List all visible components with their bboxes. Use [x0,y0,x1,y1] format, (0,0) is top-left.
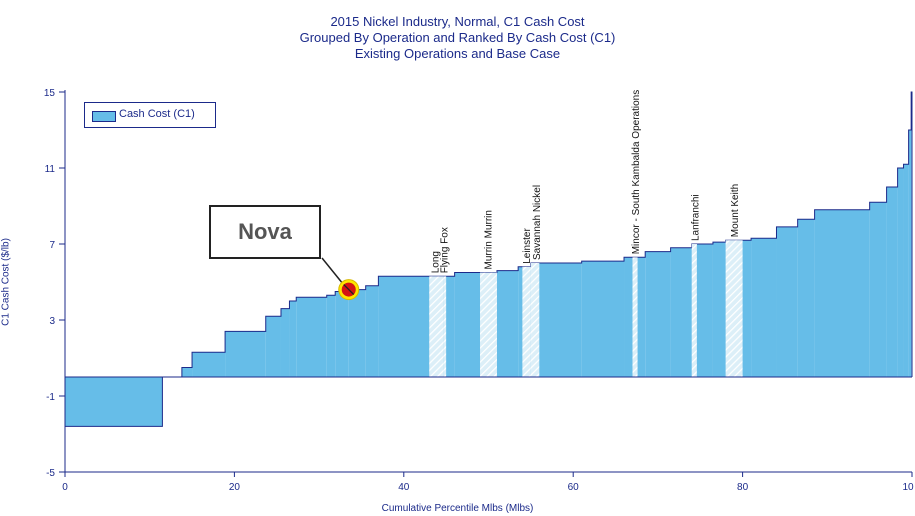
cost-step-4 [225,331,266,377]
cost-step-31 [897,168,904,377]
y-tick-label-5: -5 [46,468,55,479]
cost-curve-outline [64,91,913,427]
operation-highlight-4 [530,263,540,377]
cost-step-18 [581,261,625,377]
x-tick-label-4: 80 [737,482,749,493]
operation-highlight-1 [443,276,447,377]
operation-label-3: Leinster [522,228,533,264]
x-axis-label: Cumulative Percentile Mlbs (Mlbs) [381,503,534,514]
cost-step-32 [903,164,909,377]
cost-step-21 [670,247,692,377]
y-tick-label-2: 7 [49,240,55,251]
cost-step-5 [265,316,281,377]
y-tick-label-0: 15 [44,88,56,99]
y-tick-label-3: 3 [49,316,55,327]
operation-label-6: Lanfranchi [690,194,701,241]
cost-step-6 [280,308,290,377]
cost-step-3 [192,352,226,377]
operation-highlight-2 [480,272,497,377]
cost-step-8 [296,297,327,377]
x-tick-label-3: 60 [568,482,580,493]
cost-step-33 [908,130,912,377]
operation-label-7: Mount Keith [730,184,741,237]
y-tick-label-4: -1 [46,392,55,403]
cost-step-12 [365,285,379,377]
cost-step-7 [289,301,297,377]
nova-callout-box: Nova [209,205,321,259]
operation-highlight-5 [632,257,638,377]
nova-callout-label: Nova [238,219,292,244]
legend-swatch-cash-cost [92,111,116,122]
cost-step-29 [869,202,887,377]
chart-subtitle-2: Existing Operations and Base Case [354,46,561,61]
nova-marker-slash [343,284,355,296]
x-tick-label-0: 0 [62,482,68,493]
y-axis-label: C1 Cash Cost ($/lb) [0,238,12,326]
operation-highlight-7 [725,240,743,377]
legend-label-cash-cost: Cash Cost (C1) [119,108,195,120]
chart-subtitle-1: Grouped By Operation and Ranked By Cash … [299,30,616,45]
operation-highlight-6 [691,244,697,377]
cost-step-28 [814,209,870,377]
operation-label-4: Savannah Nickel [532,185,543,260]
operation-label-0: Long [430,251,441,273]
nova-callout-leader [321,257,344,285]
cost-step-15 [496,270,519,377]
chart-legend: Cash Cost (C1) [84,102,216,128]
operation-label-2: Murrin Murrin [484,210,495,269]
chart-title: 2015 Nickel Industry, Normal, C1 Cash Co… [330,14,585,29]
cost-step-20 [645,251,671,377]
cost-step-25 [751,238,777,377]
x-tick-label-2: 40 [398,482,410,493]
operation-label-5: Mincor - South Kambalda Operations [631,90,642,255]
cost-step-23 [712,242,726,377]
cost-step-11 [348,289,366,377]
cost-step-22 [691,244,713,377]
x-tick-label-1: 20 [229,482,241,493]
cost-step-10 [335,291,349,377]
cost-step-9 [326,295,336,377]
operation-label-1: Flying Fox [440,227,451,273]
operation-highlight-0 [429,276,444,377]
y-tick-label-1: 11 [45,164,56,175]
cost-step-0 [65,377,163,427]
cost-step-30 [886,187,898,377]
cost-step-26 [776,226,798,377]
cost-step-2 [181,367,193,377]
operation-highlight-3 [522,266,531,377]
cost-step-27 [797,219,815,377]
x-tick-label-5: 10 [902,482,914,493]
